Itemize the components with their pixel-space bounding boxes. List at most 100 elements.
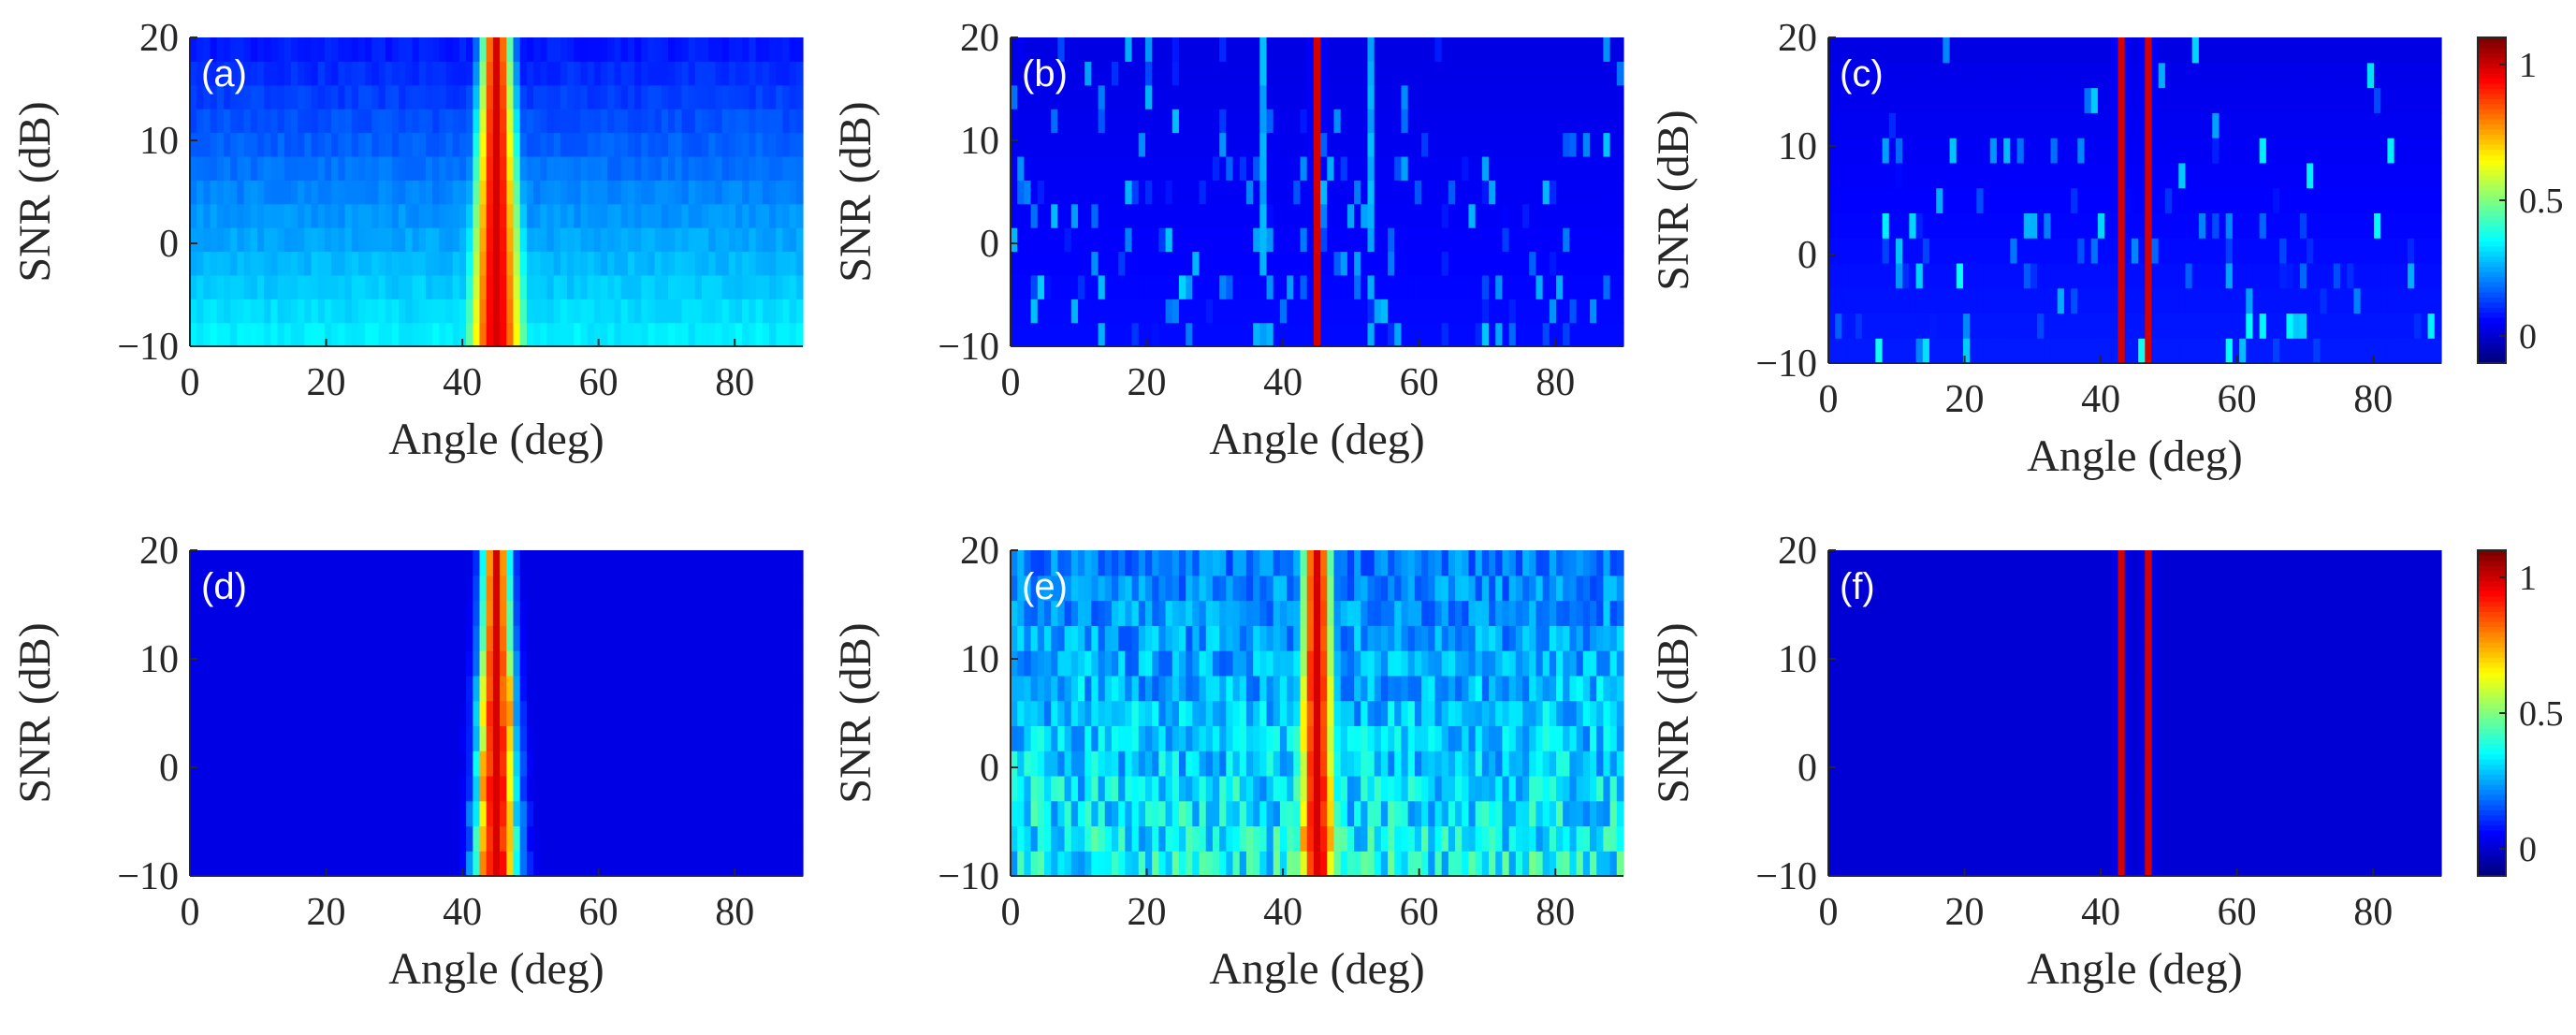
heatmap-cell: [230, 625, 238, 651]
heatmap-cell: [1616, 132, 1624, 157]
heatmap-cell: [593, 600, 602, 626]
heatmap-cell: [2104, 87, 2112, 113]
heatmap-cell: [694, 650, 703, 677]
heatmap-cell: [1869, 37, 1876, 64]
heatmap-cell: [2366, 112, 2375, 138]
heatmap-cell: [1909, 138, 1917, 164]
heatmap-cell: [641, 299, 649, 324]
heatmap-cell: [2178, 162, 2187, 189]
heatmap-cell: [432, 84, 440, 109]
heatmap-cell: [1306, 322, 1315, 347]
heatmap-cell: [432, 299, 440, 324]
heatmap-cell: [412, 61, 420, 86]
heatmap-cell: [735, 155, 743, 181]
heatmap-cell: [675, 751, 683, 777]
heatmap-cell: [298, 700, 305, 726]
heatmap-cell: [546, 550, 555, 576]
heatmap-cell: [2118, 62, 2126, 89]
heatmap-cell: [2374, 238, 2381, 264]
heatmap-cell: [1455, 37, 1463, 62]
heatmap-cell: [277, 600, 285, 626]
heatmap-cell: [385, 180, 393, 205]
heatmap-cell: [782, 725, 791, 751]
heatmap-cell: [776, 274, 784, 299]
heatmap-cell: [1468, 61, 1477, 86]
heatmap-cell: [795, 725, 804, 751]
heatmap-cell: [243, 251, 252, 276]
heatmap-cell: [675, 775, 683, 802]
heatmap-cell: [270, 575, 279, 602]
heatmap-cell: [1895, 162, 1903, 189]
heatmap-cell: [458, 851, 467, 877]
heatmap-cell: [1869, 262, 1876, 289]
heatmap-cell: [2003, 287, 2011, 314]
heatmap-cell: [237, 155, 245, 181]
heatmap-cell: [540, 227, 548, 253]
heatmap-cell: [2313, 62, 2321, 89]
heatmap-cell: [1273, 155, 1281, 181]
heatmap-cell: [1508, 851, 1517, 877]
heatmap-cell: [399, 800, 406, 827]
heatmap-cell: [371, 274, 380, 299]
heatmap-cell: [324, 299, 332, 324]
heatmap-cell: [795, 825, 804, 852]
heatmap-cell: [418, 84, 427, 109]
heatmap-cell: [1158, 37, 1167, 62]
heatmap-cell: [634, 625, 642, 651]
heatmap-cell: [2030, 313, 2038, 339]
heatmap-cell: [1434, 132, 1443, 157]
heatmap-cell: [2118, 112, 2126, 138]
heatmap-cell: [1401, 155, 1409, 181]
heatmap-cell: [2307, 262, 2314, 289]
heatmap-cell: [1104, 825, 1113, 852]
heatmap-cell: [298, 227, 305, 253]
heatmap-cell: [324, 322, 332, 347]
heatmap-cell: [1996, 212, 2004, 239]
heatmap-cell: [1346, 203, 1355, 228]
heatmap-cell: [661, 61, 669, 86]
heatmap-cell: [1556, 155, 1564, 181]
heatmap-cell: [1131, 299, 1140, 324]
heatmap-cell: [506, 600, 515, 626]
heatmap-cell: [721, 625, 730, 651]
heatmap-cell: [1361, 322, 1369, 347]
heatmap-cell: [385, 274, 393, 299]
heatmap-cell: [317, 675, 326, 702]
heatmap-cell: [2299, 62, 2307, 89]
heatmap-cell: [2138, 138, 2146, 164]
heatmap-cell: [344, 109, 353, 134]
heatmap-cell: [2050, 37, 2059, 64]
heatmap-cell: [533, 550, 541, 576]
heatmap-cell: [513, 700, 521, 726]
heatmap-cell: [668, 725, 676, 751]
heatmap-cell: [2063, 162, 2072, 189]
heatmap-cell: [634, 775, 642, 802]
heatmap-cell: [1603, 322, 1611, 347]
heatmap-cell: [237, 550, 245, 576]
heatmap-cell: [439, 109, 447, 134]
heatmap-cell: [1017, 109, 1025, 134]
heatmap-cell: [311, 227, 319, 253]
heatmap-cell: [641, 180, 649, 205]
heatmap-cell: [466, 322, 473, 347]
heatmap-cell: [1293, 37, 1302, 62]
heatmap-cell: [1266, 825, 1274, 852]
heatmap-cell: [1199, 825, 1207, 852]
heatmap-cell: [1266, 274, 1274, 299]
heatmap-cell: [1835, 338, 1842, 364]
heatmap-cell: [1131, 109, 1140, 134]
heatmap-cell: [694, 800, 703, 827]
heatmap-cell: [378, 61, 386, 86]
heatmap-cell: [2185, 87, 2193, 113]
heatmap-cell: [580, 109, 589, 134]
heatmap-cell: [1333, 37, 1342, 62]
heatmap-cell: [230, 322, 238, 347]
heatmap-cell: [2307, 287, 2314, 314]
heatmap-cell: [1070, 155, 1079, 181]
heatmap-cell: [1367, 109, 1375, 134]
heatmap-cell: [2265, 62, 2274, 89]
heatmap-cell: [196, 84, 204, 109]
heatmap-cell: [1266, 180, 1274, 205]
heatmap-cell: [2104, 162, 2112, 189]
heatmap-cell: [2124, 87, 2132, 113]
